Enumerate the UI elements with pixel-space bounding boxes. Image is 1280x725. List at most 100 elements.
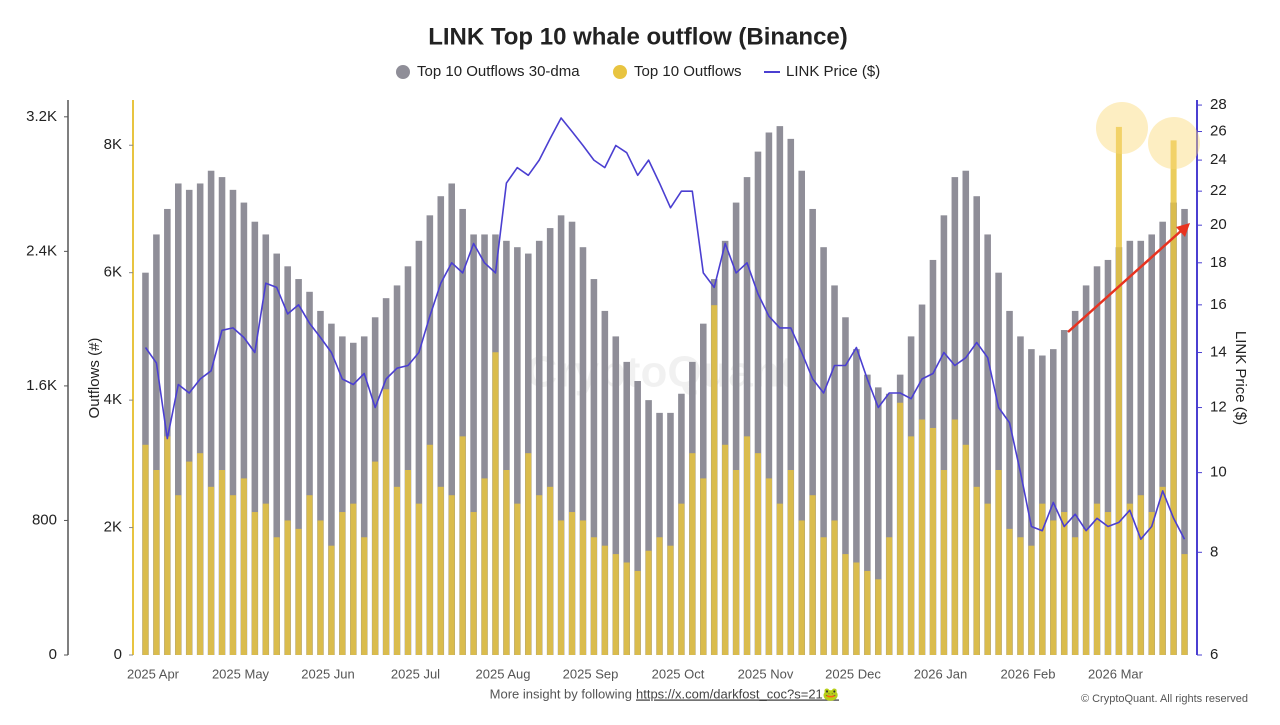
- outflow-bar: [219, 470, 226, 655]
- dma-bar: [164, 208, 171, 655]
- outflow-bar: [798, 520, 805, 655]
- y3-tick-label: 12: [1210, 399, 1227, 416]
- y3-tick-label: 20: [1210, 216, 1227, 233]
- dma-bar: [842, 317, 849, 655]
- outflow-bar: [536, 495, 543, 655]
- outflow-bar: [962, 444, 969, 655]
- outflow-bar: [656, 537, 663, 655]
- dma-bar: [568, 221, 576, 655]
- outflow-bar: [645, 550, 652, 655]
- outflow-bar: [426, 444, 433, 655]
- outflow-bar: [623, 562, 630, 655]
- outflow-bar: [667, 545, 674, 655]
- outflow-bar: [459, 436, 466, 655]
- dma-bar: [437, 196, 445, 656]
- outflow-bar: [394, 486, 401, 655]
- dma-bar: [579, 247, 587, 656]
- outflow-bar: [1094, 503, 1101, 655]
- dma-bar: [776, 126, 784, 656]
- outflow-bar: [886, 537, 893, 655]
- dma-bar: [1137, 240, 1145, 655]
- outflow-bar: [1017, 537, 1024, 655]
- outflow-bar: [175, 495, 182, 655]
- x-tick-label: 2026 Mar: [1088, 666, 1144, 681]
- outflow-bar: [995, 470, 1002, 655]
- dma-bar: [1060, 330, 1068, 655]
- dma-bar: [557, 215, 565, 655]
- outflow-bar: [733, 470, 740, 655]
- y-tick-label: 8K: [104, 136, 122, 153]
- dma-bar: [667, 412, 674, 655]
- outflow-bar: [678, 503, 685, 655]
- legend-label: LINK Price ($): [786, 63, 880, 80]
- y3-axis-title: LINK Price ($): [1232, 331, 1249, 425]
- dma-bar: [962, 170, 970, 655]
- dma-bar: [535, 240, 543, 655]
- outflow-bar: [229, 495, 236, 655]
- dma-bar: [973, 196, 980, 656]
- chart-title: LINK Top 10 whale outflow (Binance): [428, 23, 848, 50]
- dma-bar: [153, 234, 160, 655]
- highlight-circle: [1096, 102, 1148, 154]
- dma-bar: [1181, 208, 1188, 655]
- footer-link[interactable]: https://x.com/darkfost_coc?s=21🐸: [636, 686, 839, 701]
- dma-bar: [514, 247, 521, 656]
- x-tick-label: 2026 Jan: [914, 666, 968, 681]
- dma-bar: [328, 323, 335, 655]
- y3-tick-label: 10: [1210, 464, 1227, 481]
- dma-bar: [317, 310, 324, 655]
- outflow-bar: [744, 436, 751, 655]
- outflow-bar: [864, 570, 871, 655]
- outflow-bar: [186, 461, 193, 655]
- legend-swatch: [396, 65, 410, 79]
- outflow-bar: [1006, 528, 1013, 655]
- dma-bar: [404, 266, 412, 655]
- dma-bar: [185, 189, 193, 655]
- dma-bar: [951, 177, 959, 656]
- outflow-bar: [262, 503, 269, 655]
- outflow-bar: [1148, 512, 1155, 655]
- outflow-bar: [164, 436, 171, 655]
- outflow-bar: [612, 554, 619, 655]
- outflow-bar: [973, 486, 980, 655]
- outflow-bar: [940, 470, 947, 655]
- outflow-bar: [197, 453, 204, 655]
- dma-bar: [262, 234, 270, 655]
- outflow-bar: [569, 512, 576, 655]
- dma-bar: [426, 215, 434, 655]
- outflow-bar: [339, 512, 346, 655]
- outflow-bar: [1050, 520, 1057, 655]
- x-tick-label: 2025 Sep: [563, 666, 619, 681]
- dma-bar: [864, 374, 871, 655]
- dma-bar: [1017, 336, 1024, 655]
- outflow-bar: [273, 537, 280, 655]
- dma-bar: [1148, 234, 1155, 655]
- outflow-bar: [492, 352, 499, 655]
- dma-bar: [645, 400, 652, 655]
- dma-bar: [273, 253, 280, 655]
- outflow-bar: [831, 520, 838, 655]
- y-tick-label: 2K: [104, 519, 122, 536]
- outflow-bar: [284, 520, 291, 655]
- y2-tick-label: 1.6K: [26, 377, 57, 394]
- dma-bar: [1093, 266, 1101, 655]
- outflow-bar: [415, 503, 422, 655]
- outflow-bar: [765, 478, 772, 655]
- outflow-bar: [448, 495, 455, 655]
- outflow-bar: [328, 545, 335, 655]
- outflow-bar: [897, 402, 904, 655]
- y-tick-label: 0: [114, 646, 122, 663]
- y3-tick-label: 18: [1210, 254, 1227, 271]
- dma-bar: [1104, 259, 1112, 655]
- dma-bar: [295, 279, 302, 655]
- y3-tick-label: 24: [1210, 151, 1227, 168]
- outflow-bar: [590, 537, 597, 655]
- outflow-bar: [809, 495, 816, 655]
- dma-bar: [995, 272, 1002, 655]
- x-tick-label: 2025 Jul: [391, 666, 440, 681]
- outflow-bar: [601, 545, 608, 655]
- dma-bar: [1006, 310, 1013, 655]
- outflow-bar: [1137, 495, 1144, 655]
- outflow-bar: [1072, 537, 1079, 655]
- outflow-bar: [350, 503, 357, 655]
